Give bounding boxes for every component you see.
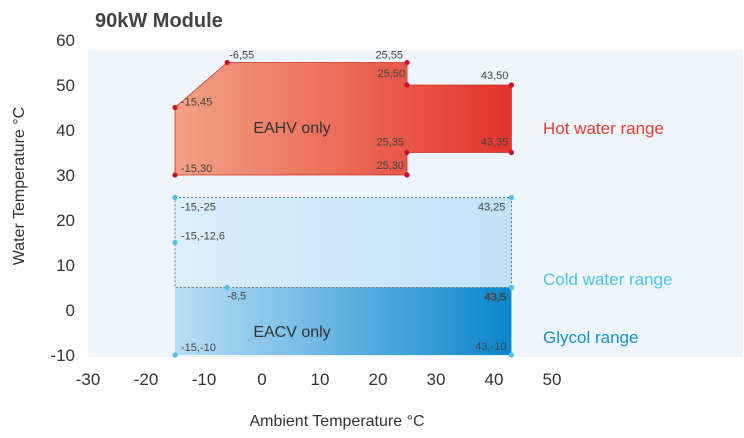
hot-water-point xyxy=(224,59,230,66)
x-tick-label: -10 xyxy=(192,370,217,389)
glycol-point xyxy=(172,239,178,246)
glycol-point-label: -15,-10 xyxy=(181,342,216,354)
y-tick-label: 50 xyxy=(56,76,75,95)
x-tick-label: 20 xyxy=(369,370,388,389)
glycol-range-area xyxy=(175,242,512,355)
x-tick-label: -30 xyxy=(76,370,101,389)
x-tick-label: 30 xyxy=(427,370,446,389)
hot-water-point-label: 25,50 xyxy=(377,68,405,80)
y-tick-label: 0 xyxy=(66,301,75,320)
glycol-point-label: 43,5 xyxy=(485,292,506,304)
hot-water-point xyxy=(508,82,514,88)
hot-water-point-label: -6,55 xyxy=(229,50,254,62)
legend-hot-water: Hot water range xyxy=(543,119,664,138)
hot-water-point-label: 43,50 xyxy=(481,70,509,82)
x-tick-label: 0 xyxy=(257,370,266,389)
y-tick-label: 20 xyxy=(56,211,75,230)
glycol-points: -15,-10 -15,-12,6 -8,5 43,5 43,-10 xyxy=(172,231,514,358)
glycol-point xyxy=(508,352,514,358)
glycol-point xyxy=(508,284,514,291)
cold-water-range-area xyxy=(174,197,512,288)
cold-water-points: -15,-25 43,25 43,5 xyxy=(172,194,514,304)
hot-water-point xyxy=(404,59,410,66)
hot-water-points: -15,30 -15,45 -6,55 25,55 25,50 43,50 43,35 25,… xyxy=(172,50,514,178)
glycol-point-label: -15,-12,6 xyxy=(181,231,225,243)
hot-water-point xyxy=(404,172,410,178)
x-axis-ticks: -30 -20 -10 0 10 20 30 40 50 xyxy=(76,370,562,389)
glycol-point-label: -8,5 xyxy=(227,291,246,303)
y-tick-label: 40 xyxy=(56,121,75,140)
hot-water-point xyxy=(404,149,410,156)
hot-water-point-label: -15,45 xyxy=(181,97,212,109)
y-tick-label: -10 xyxy=(50,346,75,365)
x-tick-label: -20 xyxy=(134,370,159,389)
y-tick-label: 30 xyxy=(56,166,75,185)
glycol-point xyxy=(224,284,230,291)
glycol-point-label: 43,-10 xyxy=(475,341,506,353)
x-tick-label: 10 xyxy=(311,370,330,389)
cold-water-point xyxy=(508,194,514,201)
hot-water-point xyxy=(172,172,178,178)
eacv-only-label: EACV only xyxy=(253,324,330,341)
x-tick-label: 50 xyxy=(543,370,562,389)
hot-water-point-label: 25,30 xyxy=(376,160,404,172)
y-axis-label: Water Temperature °C xyxy=(11,107,28,265)
cold-water-point-label: 43,5 xyxy=(484,292,505,304)
y-tick-label: 10 xyxy=(56,256,75,275)
hot-water-point-label: 43,35 xyxy=(481,137,509,149)
cold-water-point-label: -15,-25 xyxy=(181,202,216,214)
glycol-point xyxy=(172,352,178,358)
eahv-only-label: EAHV only xyxy=(253,120,330,137)
hot-water-point xyxy=(404,82,410,88)
cold-water-point-label: 43,25 xyxy=(478,202,506,214)
legend-glycol: Glycol range xyxy=(543,328,638,347)
hot-water-point-label: 25,55 xyxy=(375,50,403,62)
hot-water-point xyxy=(172,104,178,111)
legend-cold-water: Cold water range xyxy=(543,270,672,289)
hot-water-range-area xyxy=(174,62,512,176)
hot-water-point-label: 25,35 xyxy=(376,137,404,149)
hot-water-point-label: -15,30 xyxy=(181,163,212,175)
chart-title: 90kW Module xyxy=(95,10,223,32)
hot-water-point xyxy=(508,149,514,156)
cold-water-point xyxy=(172,194,178,201)
y-axis-ticks: 60 50 40 30 20 10 0 -10 xyxy=(50,31,75,365)
y-tick-label: 60 xyxy=(56,31,75,50)
x-tick-label: 40 xyxy=(485,370,504,389)
x-axis-label: Ambient Temperature °C xyxy=(249,413,424,430)
